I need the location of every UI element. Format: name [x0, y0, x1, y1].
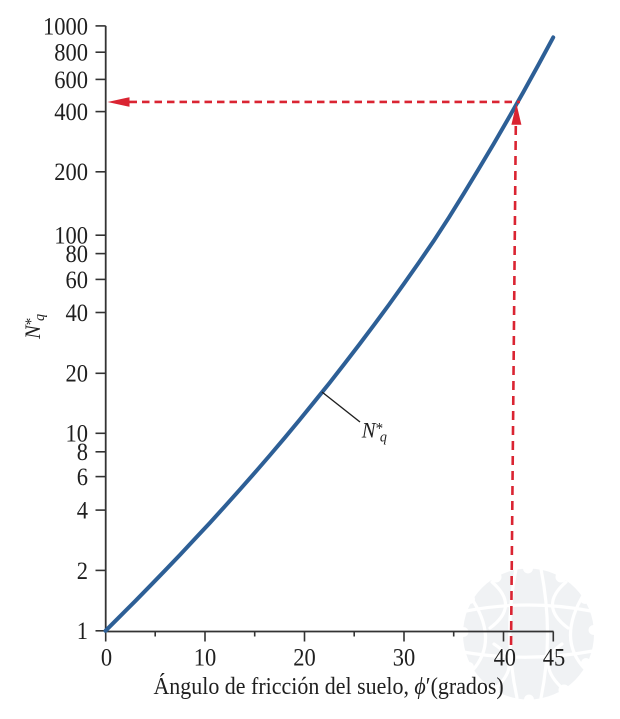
svg-text:1: 1 — [77, 618, 88, 645]
svg-text:60: 60 — [66, 267, 88, 294]
svg-text:800: 800 — [54, 40, 88, 67]
svg-text:80: 80 — [66, 241, 88, 268]
svg-text:N*q: N*q — [361, 418, 387, 446]
svg-text:20: 20 — [293, 644, 315, 671]
svg-text:40: 40 — [494, 644, 516, 671]
svg-text:200: 200 — [54, 159, 88, 186]
svg-text:8: 8 — [77, 439, 88, 466]
svg-text:0: 0 — [101, 644, 112, 671]
svg-text:30: 30 — [393, 644, 415, 671]
svg-text:10: 10 — [66, 421, 88, 448]
svg-text:40: 40 — [66, 300, 88, 327]
svg-text:20: 20 — [66, 361, 88, 388]
svg-text:Ángulo de fricción del suelo,: Ángulo de fricción del suelo, ϕ′(grados) — [153, 673, 503, 699]
svg-text:10: 10 — [194, 644, 216, 671]
svg-text:4: 4 — [77, 497, 88, 524]
svg-text:600: 600 — [54, 67, 88, 94]
svg-text:1000: 1000 — [43, 13, 88, 40]
svg-text:N*q: N*q — [21, 314, 49, 340]
svg-text:400: 400 — [54, 99, 88, 126]
svg-text:100: 100 — [54, 223, 88, 250]
svg-text:2: 2 — [77, 558, 88, 585]
svg-text:45: 45 — [543, 644, 565, 671]
svg-text:6: 6 — [77, 464, 88, 491]
